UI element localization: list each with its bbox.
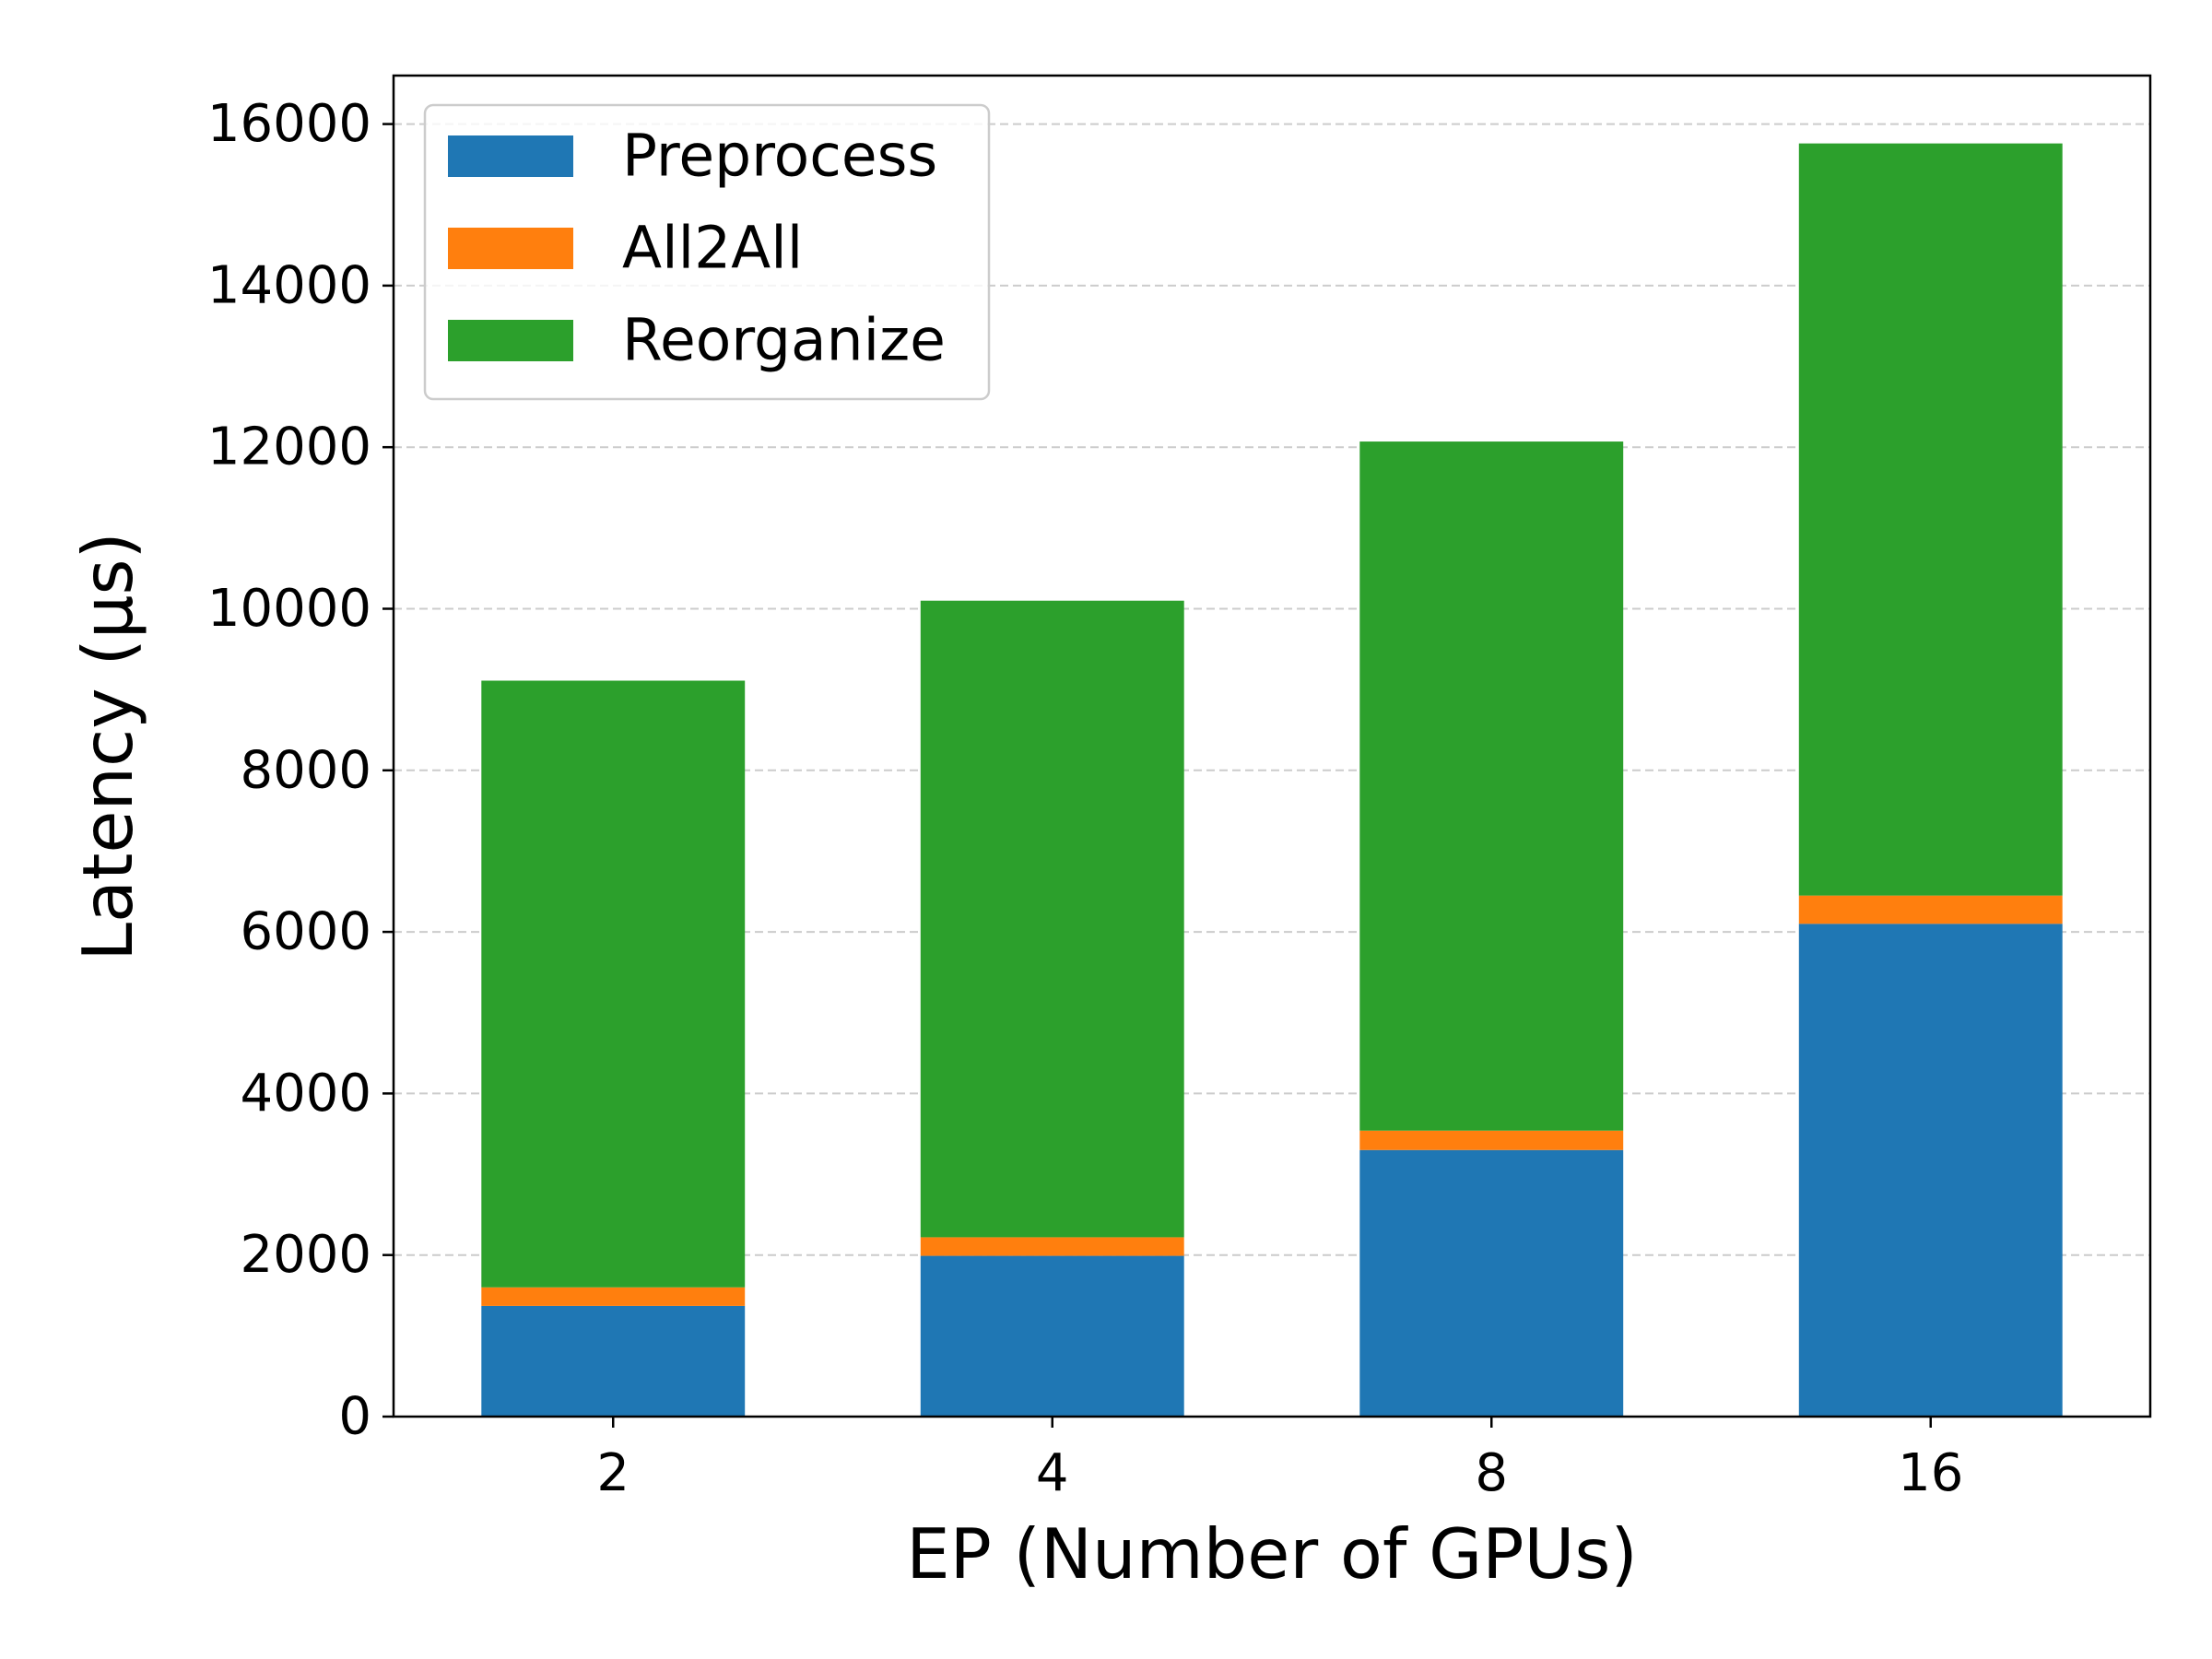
legend-swatch-preprocess	[448, 135, 573, 177]
x-tick-label: 2	[596, 1443, 629, 1503]
bar-preprocess-2	[481, 1305, 746, 1417]
y-tick-label: 4000	[240, 1064, 371, 1124]
bar-all2all-8	[1359, 1130, 1624, 1150]
legend-swatch-reorganize	[448, 320, 573, 361]
bar-reorganize-2	[481, 680, 746, 1288]
plot-frame	[392, 74, 2152, 1418]
bar-all2all-4	[920, 1237, 1184, 1256]
x-tick-label: 4	[1036, 1443, 1069, 1503]
bar-reorganize-4	[920, 600, 1184, 1238]
bar-reorganize-8	[1359, 441, 1624, 1131]
legend: Preprocess All2All Reorganize	[423, 103, 991, 401]
legend-label-preprocess: Preprocess	[622, 123, 937, 190]
bar-all2all-16	[1798, 895, 2063, 924]
y-tick-label: 8000	[240, 740, 371, 800]
bar-reorganize-16	[1798, 143, 2063, 896]
x-axis-ticks: 2 4 8 16	[596, 1417, 1963, 1503]
x-tick-label: 8	[1475, 1443, 1508, 1503]
x-tick-label: 16	[1898, 1443, 1963, 1503]
y-axis-ticks: 0 2000 4000 6000 8000 10000 12000 14000 16000	[207, 94, 394, 1447]
y-tick-label: 12000	[207, 418, 371, 477]
legend-label-reorganize: Reorganize	[622, 307, 946, 374]
y-axis-label: Latency (µs)	[67, 532, 148, 961]
legend-swatch-all2all	[448, 228, 573, 269]
y-tick-label: 2000	[240, 1225, 371, 1285]
bar-preprocess-4	[920, 1255, 1184, 1417]
bar-preprocess-8	[1359, 1149, 1624, 1417]
y-tick-label: 14000	[207, 255, 371, 315]
y-tick-label: 16000	[207, 94, 371, 154]
bar-preprocess-16	[1798, 924, 2063, 1417]
y-tick-label: 6000	[240, 902, 371, 962]
y-tick-label: 10000	[207, 579, 371, 639]
x-axis-label: EP (Number of GPUs)	[906, 1513, 1638, 1594]
y-tick-label: 0	[338, 1387, 371, 1447]
legend-label-all2all: All2All	[622, 215, 803, 282]
bar-all2all-2	[481, 1287, 746, 1306]
bars	[481, 143, 2063, 1417]
